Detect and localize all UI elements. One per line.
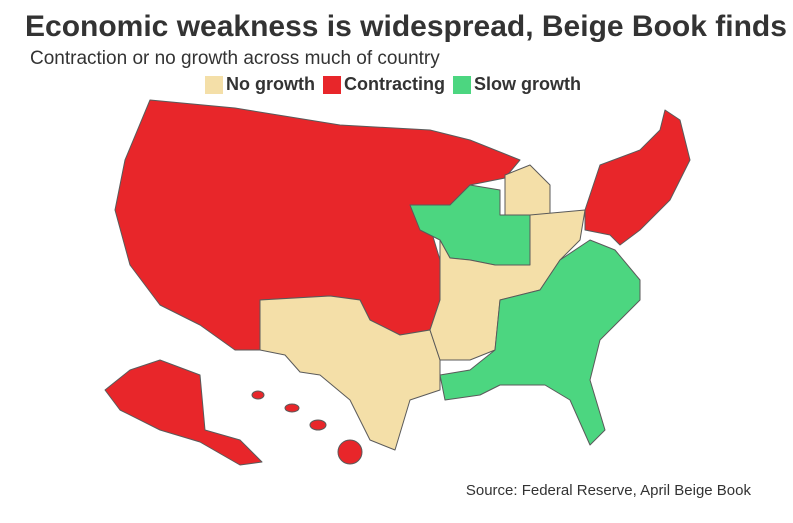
legend-label: Slow growth [473,74,581,94]
legend-label: Contracting [343,74,445,94]
region-hawaii [284,403,300,413]
region-hawaii [309,419,327,431]
region-michigan [504,164,551,216]
legend-swatch [322,75,341,94]
legend-swatch [452,75,471,94]
region-northeast [584,109,691,246]
legend-item: No growth [205,74,315,95]
legend: No growth Contracting Slow growth [205,74,581,95]
region-southeast [439,239,641,446]
region-hawaii [251,390,265,400]
subtitle: Contraction or no growth across much of … [30,48,440,69]
source: Source: Federal Reserve, April Beige Boo… [465,482,751,499]
region-texas [259,295,441,451]
legend-item: Slow growth [452,74,581,95]
region-hawaii [337,439,363,465]
region-alaska [104,359,263,466]
legend-label: No growth [226,74,315,94]
legend-swatch [205,75,223,94]
title: Economic weakness is widespread, Beige B… [25,10,787,43]
legend-item: Contracting [322,74,445,95]
